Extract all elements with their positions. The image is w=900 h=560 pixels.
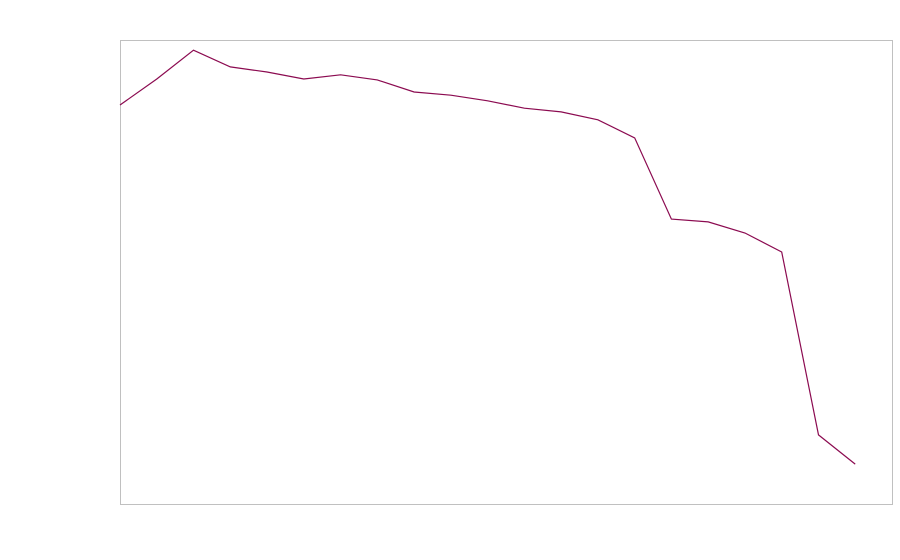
series-line-0: [119, 49, 856, 465]
series-layer: [119, 49, 856, 465]
plot-frame: [120, 40, 893, 505]
